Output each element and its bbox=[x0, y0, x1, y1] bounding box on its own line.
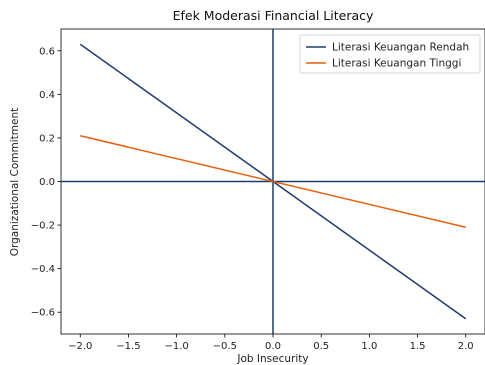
y-axis-label: Organizational Commitment bbox=[9, 108, 21, 257]
series-line-2 bbox=[80, 135, 466, 228]
x-tick-label: 2.0 bbox=[458, 341, 474, 352]
y-tick-label: 0.0 bbox=[39, 177, 55, 188]
x-axis-label: Job Insecurity bbox=[236, 353, 308, 365]
x-tick-label: −2.0 bbox=[68, 341, 92, 352]
chart-title: Efek Moderasi Financial Literacy bbox=[173, 8, 374, 23]
x-tick-label: −1.5 bbox=[116, 341, 140, 352]
x-tick-label: 0.0 bbox=[265, 341, 281, 352]
x-tick-label: 1.5 bbox=[410, 341, 426, 352]
x-tick-label: −1.0 bbox=[164, 341, 188, 352]
legend: Literasi Keuangan Rendah Literasi Keuanga… bbox=[299, 34, 481, 74]
x-tick-label: 0.5 bbox=[313, 341, 329, 352]
y-tick-label: −0.4 bbox=[31, 264, 55, 275]
y-tick-label: −0.6 bbox=[31, 308, 55, 319]
x-tick-label: 1.0 bbox=[361, 341, 377, 352]
legend-box bbox=[299, 34, 481, 74]
x-tick-label: −0.5 bbox=[213, 341, 237, 352]
y-tick-label: 0.2 bbox=[39, 133, 55, 144]
plot-area: −2.0 −1.5 −1.0 −0.5 0.0 0.5 1.0 1.5 2.0 0.6 0.4 0.2… bbox=[31, 28, 485, 352]
legend-label-1: Literasi Keuangan Rendah bbox=[332, 42, 469, 54]
y-tick-label: −0.2 bbox=[31, 221, 55, 232]
legend-label-2: Literasi Keuangan Tinggi bbox=[332, 58, 461, 70]
y-tick-label: 0.6 bbox=[39, 46, 55, 57]
y-tick-label: 0.4 bbox=[39, 90, 55, 101]
